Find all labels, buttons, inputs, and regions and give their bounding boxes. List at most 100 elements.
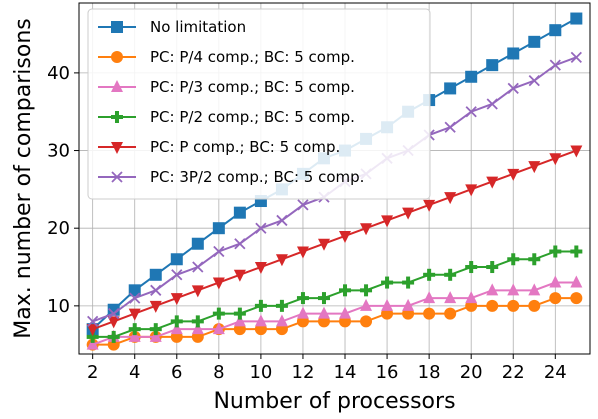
data-point	[570, 275, 583, 288]
y-tick-label: 30	[47, 141, 70, 162]
x-tick-label: 8	[213, 362, 224, 383]
data-point	[570, 292, 583, 305]
data-point	[444, 192, 457, 205]
data-point	[317, 306, 330, 319]
x-tick-label: 10	[249, 362, 272, 383]
data-point	[339, 306, 352, 319]
data-point	[402, 276, 415, 289]
data-point	[233, 206, 246, 219]
x-tick-label: 14	[334, 362, 357, 383]
data-point	[107, 303, 120, 316]
data-point	[150, 284, 162, 296]
data-point	[528, 35, 541, 48]
data-point-v	[321, 292, 326, 305]
data-point	[570, 145, 583, 158]
x-tick-label: 6	[171, 362, 182, 383]
data-point	[444, 307, 457, 320]
data-point	[87, 315, 99, 328]
data-point-v	[574, 245, 579, 258]
data-point-v	[216, 307, 221, 320]
data-point-v	[385, 276, 390, 289]
data-point-v	[364, 284, 369, 297]
data-point	[191, 322, 204, 335]
legend: No limitation PC: P/4 comp.; BC: 5 comp. P…	[87, 8, 431, 200]
data-point	[423, 307, 436, 320]
data-point-v	[153, 323, 158, 336]
data-point	[86, 330, 99, 343]
data-point	[360, 298, 373, 311]
data-point	[507, 283, 520, 296]
data-point	[570, 51, 582, 63]
data-point	[465, 291, 478, 304]
data-point	[233, 314, 246, 327]
data-point	[549, 24, 562, 37]
plot-border	[78, 2, 591, 355]
data-point	[111, 80, 123, 92]
legend-label: PC: P/2 comp.; BC: 5 comp.	[150, 108, 355, 126]
data-point-v	[111, 330, 116, 343]
data-point-v	[427, 268, 432, 281]
data-point	[549, 275, 562, 288]
x-tick-label: 22	[502, 362, 525, 383]
series-line	[92, 250, 577, 338]
data-point	[381, 215, 394, 228]
legend-entry-2: PC: P/4 comp.; BC: 5 comp.	[98, 48, 355, 66]
data-point	[212, 307, 225, 320]
data-point	[111, 142, 123, 154]
data-point	[149, 323, 162, 336]
y-tick-label: 40	[47, 63, 70, 84]
data-point-v	[532, 253, 537, 266]
x-tick-label: 12	[292, 362, 315, 383]
data-point	[275, 299, 288, 312]
y-tick-label: 20	[47, 218, 70, 239]
series-line	[92, 297, 577, 346]
data-point	[570, 245, 583, 258]
data-point	[86, 324, 99, 337]
data-point	[465, 184, 478, 197]
data-point	[381, 298, 394, 311]
data-point-v	[553, 245, 558, 258]
data-point-v	[511, 253, 516, 266]
data-point	[381, 276, 394, 289]
data-point	[423, 291, 436, 304]
data-point	[107, 330, 120, 343]
data-point	[254, 314, 267, 327]
data-point	[528, 253, 541, 266]
data-point	[212, 322, 225, 335]
data-point	[549, 245, 562, 258]
data-point	[402, 207, 415, 220]
data-point	[128, 284, 141, 297]
data-point	[276, 214, 288, 227]
data-point	[296, 306, 309, 319]
legend-label: No limitation	[150, 18, 246, 36]
data-point	[486, 98, 498, 110]
data-point	[296, 246, 309, 259]
data-point	[465, 261, 478, 274]
data-point	[402, 298, 415, 311]
data-point-v	[90, 330, 95, 343]
data-point	[191, 237, 204, 250]
data-point	[191, 315, 204, 328]
data-point	[444, 268, 457, 281]
data-point	[170, 315, 183, 328]
data-point	[507, 82, 519, 95]
data-point	[108, 307, 120, 320]
data-point	[549, 292, 562, 305]
data-point-v	[343, 284, 348, 297]
data-point	[507, 168, 520, 181]
legend-label: PC: P/4 comp.; BC: 5 comp.	[150, 48, 355, 66]
data-point	[107, 316, 120, 329]
data-point	[149, 300, 162, 313]
data-point-v	[132, 323, 137, 336]
data-point	[213, 245, 225, 258]
data-point-v	[490, 261, 495, 274]
data-point	[549, 59, 561, 71]
data-point	[465, 106, 477, 118]
data-point	[149, 268, 162, 281]
data-point	[465, 70, 478, 83]
data-point	[528, 161, 541, 174]
data-point	[212, 222, 225, 235]
